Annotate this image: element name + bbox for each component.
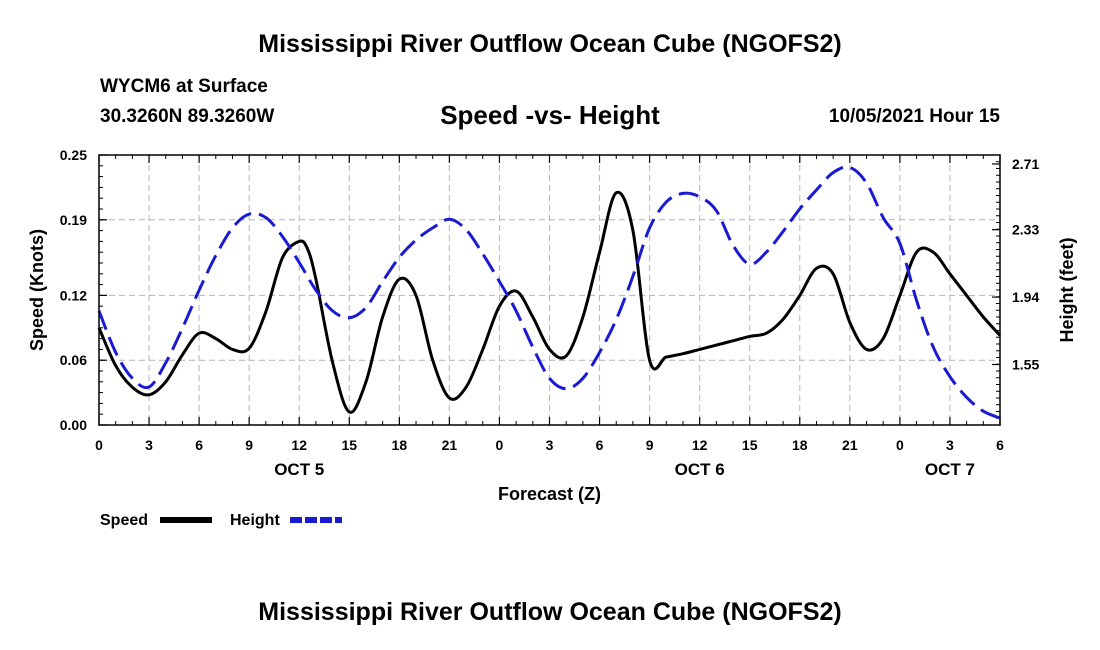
chart-subtitle: Speed -vs- Height <box>440 100 660 130</box>
x-tick-label: 15 <box>341 437 357 453</box>
x-tick-label: 0 <box>896 437 904 453</box>
day-label: OCT 6 <box>675 460 725 479</box>
y-axis-title: Speed (Knots) <box>27 229 47 351</box>
day-label: OCT 7 <box>925 460 975 479</box>
y-tick-label: 0.25 <box>60 147 87 163</box>
x-tick-label: 21 <box>842 437 858 453</box>
x-tick-label: 12 <box>692 437 708 453</box>
y2-axis-title: Height (feet) <box>1057 238 1077 343</box>
y2-tick-label: 1.94 <box>1012 289 1039 305</box>
x-tick-label: 21 <box>442 437 458 453</box>
x-tick-label: 0 <box>95 437 103 453</box>
legend-speed-label: Speed <box>100 512 148 529</box>
height-series-line <box>97 165 1001 420</box>
y-tick-label: 0.06 <box>60 352 87 368</box>
x-tick-label: 6 <box>996 437 1004 453</box>
station-coordinates: 30.3260N 89.3260W <box>100 106 275 127</box>
x-tick-label: 9 <box>245 437 253 453</box>
y2-tick-label: 1.55 <box>1012 357 1039 373</box>
y2-tick-label: 2.71 <box>1012 156 1039 172</box>
forecast-date: 10/05/2021 Hour 15 <box>828 106 1000 127</box>
x-tick-label: 12 <box>291 437 307 453</box>
x-tick-label: 6 <box>195 437 203 453</box>
x-tick-label: 3 <box>946 437 954 453</box>
station-name: WYCM6 at Surface <box>100 76 268 97</box>
chart-main-title: Mississippi River Outflow Ocean Cube (NG… <box>258 30 842 58</box>
speed-series-line <box>97 190 1002 414</box>
x-axis-title: Forecast (Z) <box>498 484 601 504</box>
x-tick-label: 0 <box>496 437 504 453</box>
legend-height-label: Height <box>230 512 280 529</box>
day-label: OCT 5 <box>274 460 324 479</box>
x-tick-label: 9 <box>646 437 654 453</box>
y-tick-label: 0.00 <box>60 417 87 433</box>
x-tick-label: 15 <box>742 437 758 453</box>
chart-footer-title: Mississippi River Outflow Ocean Cube (NG… <box>258 598 842 626</box>
plot-frame <box>98 154 1001 426</box>
x-tick-label: 18 <box>392 437 408 453</box>
x-tick-label: 3 <box>145 437 153 453</box>
x-tick-label: 3 <box>546 437 554 453</box>
y-tick-label: 0.19 <box>60 212 87 228</box>
y-tick-label: 0.12 <box>60 287 87 303</box>
x-tick-label: 18 <box>792 437 808 453</box>
x-tick-label: 6 <box>596 437 604 453</box>
y2-tick-label: 2.33 <box>1012 222 1039 238</box>
